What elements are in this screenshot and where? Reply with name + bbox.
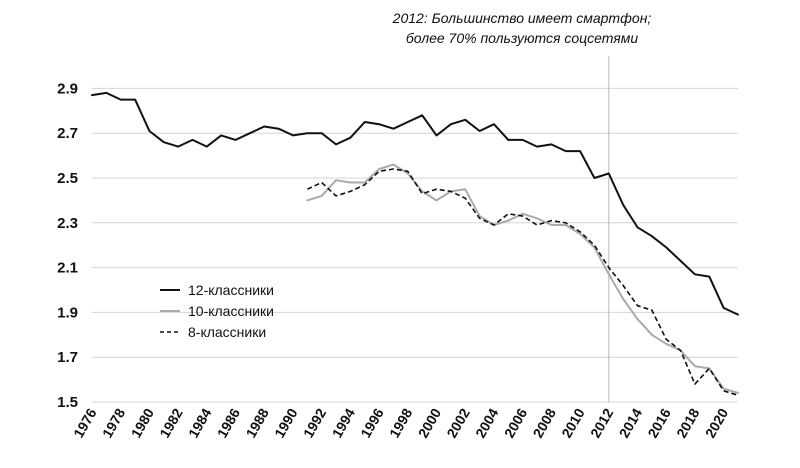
series-line-1 [91,91,739,316]
y-tick-label: 1.5 [57,394,78,411]
x-tick-label: 1992 [300,405,330,440]
x-tick-label: 1978 [99,405,129,440]
legend-label-1: 12-классники [188,282,274,298]
y-tick-label: 2.1 [57,260,78,277]
x-tick-label: 1984 [185,405,215,440]
series-line-2 [306,163,739,394]
x-tick-label: 1982 [156,405,186,440]
x-tick-label: 1986 [214,405,244,440]
x-axis: 1976 1978 1980 1982 1984 1986 1988 1990 1992 1994… [70,405,731,440]
chart-annotation: 2012: Большинство имеет смартфон; более … [312,8,732,48]
x-tick-label: 2000 [415,405,445,440]
x-tick-label: 2010 [558,405,588,440]
x-tick-label: 2004 [472,405,502,440]
series-lines [91,91,739,397]
x-tick-label: 2018 [673,405,703,440]
legend: 12-классники 10-классники 8-классники [160,282,274,340]
x-tick-label: 1988 [242,405,272,440]
y-tick-label: 1.9 [57,304,78,321]
x-tick-label: 2008 [530,405,560,440]
x-tick-label: 2002 [443,405,473,440]
series-line-3 [306,168,739,397]
x-tick-label: 1998 [386,405,416,440]
legend-label-3: 8-классники [188,324,266,340]
y-tick-label: 2.3 [57,215,78,232]
x-tick-label: 1996 [357,405,387,440]
x-tick-label: 2006 [501,405,531,440]
legend-label-2: 10-классники [188,303,274,319]
grid-lines [92,87,738,403]
annotation-line-1: 2012: Большинство имеет смартфон; [392,10,652,26]
y-axis: 1.5 1.7 1.9 2.1 2.3 2.5 2.7 2.9 [57,80,78,411]
y-tick-label: 2.9 [57,80,78,97]
y-tick-label: 1.7 [57,349,78,366]
x-tick-label: 1994 [329,405,359,440]
y-tick-label: 2.5 [57,170,78,187]
y-tick-label: 2.7 [57,125,78,142]
x-tick-label: 1980 [128,405,158,440]
x-tick-label: 2014 [616,405,646,440]
x-tick-label: 2020 [702,405,732,440]
x-tick-label: 1990 [271,405,301,440]
x-tick-label: 2012 [587,405,617,440]
annotation-line-2: более 70% пользуются соцсетями [405,30,639,46]
x-tick-label: 2016 [644,405,674,440]
